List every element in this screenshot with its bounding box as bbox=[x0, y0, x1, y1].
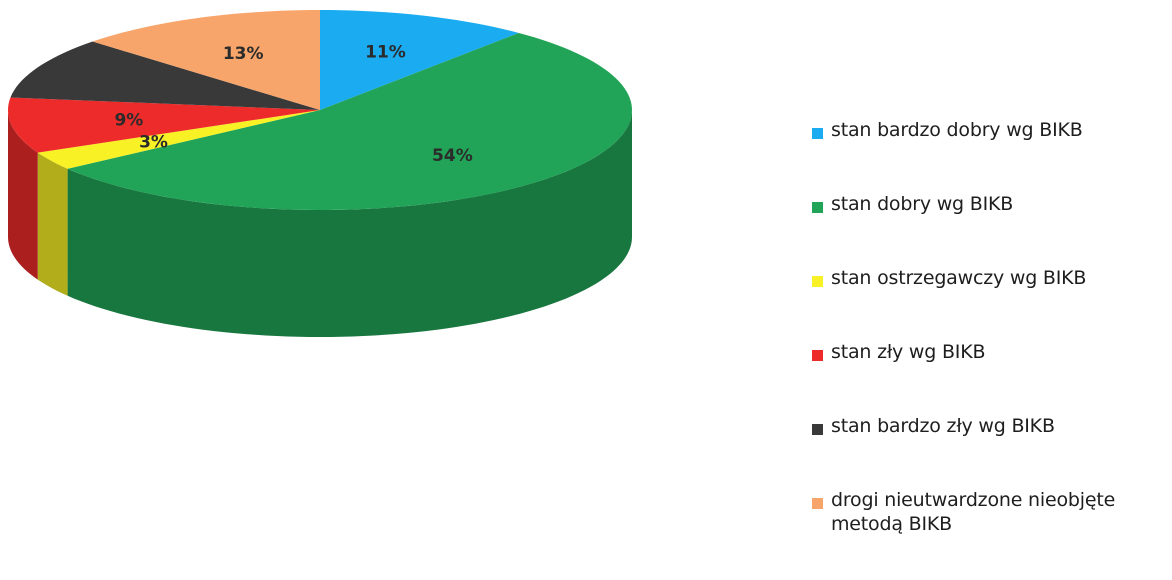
legend-swatch bbox=[812, 276, 823, 287]
pie-top-layer bbox=[8, 10, 632, 211]
data-label-stan-ostrzegawczy-wg-bikb: 3% bbox=[139, 133, 168, 153]
legend-item: stan ostrzegawczy wg BIKB bbox=[812, 266, 1162, 340]
legend-swatch bbox=[812, 202, 823, 213]
legend-label: stan dobry wg BIKB bbox=[831, 193, 1014, 215]
legend-label: drogi nieutwardzone nieobjęte metodą BIK… bbox=[831, 489, 1116, 535]
pie-label-layer: 11% 54% 3%9% 13% bbox=[114, 43, 473, 166]
pie-side-stan-z-y-wg-bikb bbox=[8, 110, 38, 280]
legend-label: stan bardzo zły wg BIKB bbox=[831, 415, 1055, 437]
pie-slice-stan-dobry-wg-bikb bbox=[67, 32, 632, 211]
pie-side-stan-ostrzegawczy-wg-bikb bbox=[37, 152, 68, 296]
pie-side-stan-dobry-wg-bikb bbox=[67, 110, 633, 337]
pie-slice-stan-ostrzegawczy-wg-bikb bbox=[37, 110, 320, 169]
pie-slice-stan-bardzo-z-y-wg-bikb bbox=[10, 41, 321, 110]
legend-label: stan ostrzegawczy wg BIKB bbox=[831, 267, 1087, 289]
legend-item: stan zły wg BIKB bbox=[812, 340, 1162, 414]
legend-swatch bbox=[812, 498, 823, 509]
pie-chart-svg: 11% 54% 3%9% 13% bbox=[8, 10, 633, 337]
pie-slice-stan-bardzo-dobry-wg-bikb bbox=[320, 10, 519, 110]
data-label-stan-bardzo-dobry-wg-bikb: 11% bbox=[365, 43, 406, 63]
data-label-stan-dobry-wg-bikb: 54% bbox=[432, 146, 473, 166]
legend-item: drogi nieutwardzone nieobjęte metodą BIK… bbox=[812, 488, 1162, 562]
legend-swatch bbox=[812, 424, 823, 435]
legend-item: stan bardzo zły wg BIKB bbox=[812, 414, 1162, 488]
legend-label: stan bardzo dobry wg BIKB bbox=[831, 119, 1083, 141]
legend: stan bardzo dobry wg BIKB stan dobry wg … bbox=[812, 118, 1162, 562]
legend-swatch bbox=[812, 350, 823, 361]
legend-item: stan bardzo dobry wg BIKB bbox=[812, 118, 1162, 192]
data-label-drogi-nieutwardzone-nieobj-te-metod-bikb: 13% bbox=[223, 44, 264, 64]
legend-item: stan dobry wg BIKB bbox=[812, 192, 1162, 266]
data-label-stan-z-y-wg-bikb: 9% bbox=[114, 111, 143, 131]
pie-side-layer bbox=[8, 110, 633, 337]
pie-slice-stan-z-y-wg-bikb bbox=[8, 97, 320, 153]
pie-chart: 11% 54% 3% 9% 13% bbox=[8, 10, 633, 337]
legend-label: stan zły wg BIKB bbox=[831, 341, 986, 363]
legend-swatch bbox=[812, 128, 823, 139]
pie-slice-drogi-nieutwardzone-nieobj-te-metod-bikb bbox=[92, 10, 320, 110]
